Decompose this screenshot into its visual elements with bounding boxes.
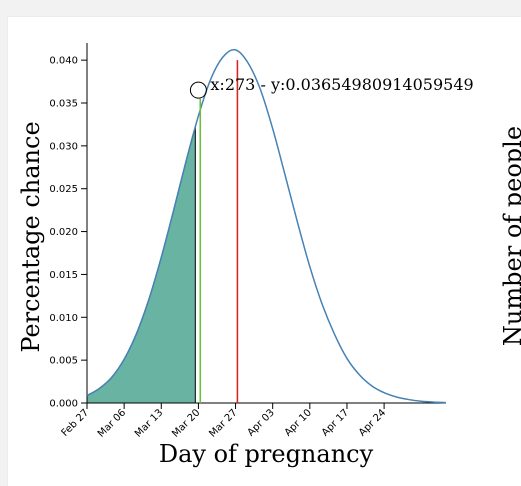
- y-tick-label: 0.010: [49, 313, 78, 324]
- x-tick-label: Apr 17: [320, 407, 351, 438]
- y-tick-label: 0.000: [49, 399, 78, 410]
- y-tick-label: 0.035: [49, 99, 78, 110]
- y-tick-label: 0.040: [49, 56, 78, 67]
- y-tick-label: 0.030: [49, 141, 78, 152]
- x-tick-label: Apr 24: [357, 407, 388, 438]
- shaded-area: [86, 127, 196, 404]
- chart-panel: [8, 17, 521, 486]
- x-tick-label: Mar 13: [133, 407, 165, 439]
- hover-label: x:273 - y:0.03654980914059549: [210, 75, 473, 94]
- y-axis-label: Percentage chance: [17, 121, 45, 352]
- x-tick-label: Apr 03: [246, 407, 277, 438]
- x-tick-label: Mar 06: [96, 407, 128, 439]
- y-tick-label: 0.015: [49, 270, 78, 281]
- y-tick-label: 0.025: [49, 184, 78, 195]
- x-axis-label: Day of pregnancy: [159, 440, 374, 468]
- y-tick-label: 0.005: [49, 356, 78, 367]
- y-tick-label: 0.020: [49, 227, 78, 238]
- x-tick-label: Apr 10: [283, 407, 314, 438]
- right-axis-label: Number of people: [499, 126, 521, 346]
- x-tick-label: Feb 27: [60, 407, 92, 439]
- x-tick-label: Mar 20: [170, 407, 202, 439]
- hover-point[interactable]: [189, 81, 207, 99]
- probability-curve: [86, 48, 447, 404]
- x-tick-label: Mar 27: [207, 407, 239, 439]
